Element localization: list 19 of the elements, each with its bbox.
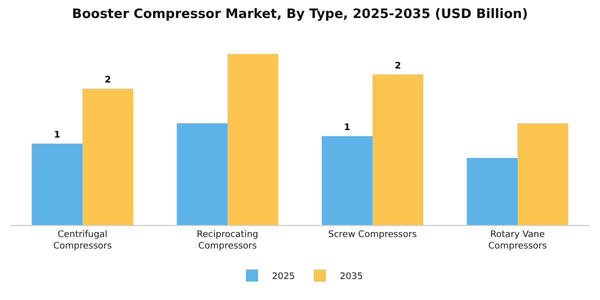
bar [518,123,568,225]
x-tick-label: Rotary Vane Compressors [488,230,548,252]
data-label: 2 [394,61,402,72]
bar [82,88,134,225]
data-label: 1 [54,130,60,141]
x-tick-label: Reciprocating Compressors [196,230,258,252]
bar [466,158,518,225]
bar [176,123,228,225]
chart-title: Booster Compressor Market, By Type, 2025-2035 (USD Billion) [72,7,528,22]
legend-label: 2025 [272,272,295,282]
bar [372,74,424,225]
bar [228,54,278,225]
x-tick-label: Screw Compressors [328,230,418,240]
data-label: 1 [344,123,350,134]
legend-label: 2035 [340,272,363,282]
bar [32,144,82,225]
bar [322,136,372,225]
x-tick-label: Centrifugal Compressors [53,230,112,252]
data-label: 2 [104,76,112,86]
